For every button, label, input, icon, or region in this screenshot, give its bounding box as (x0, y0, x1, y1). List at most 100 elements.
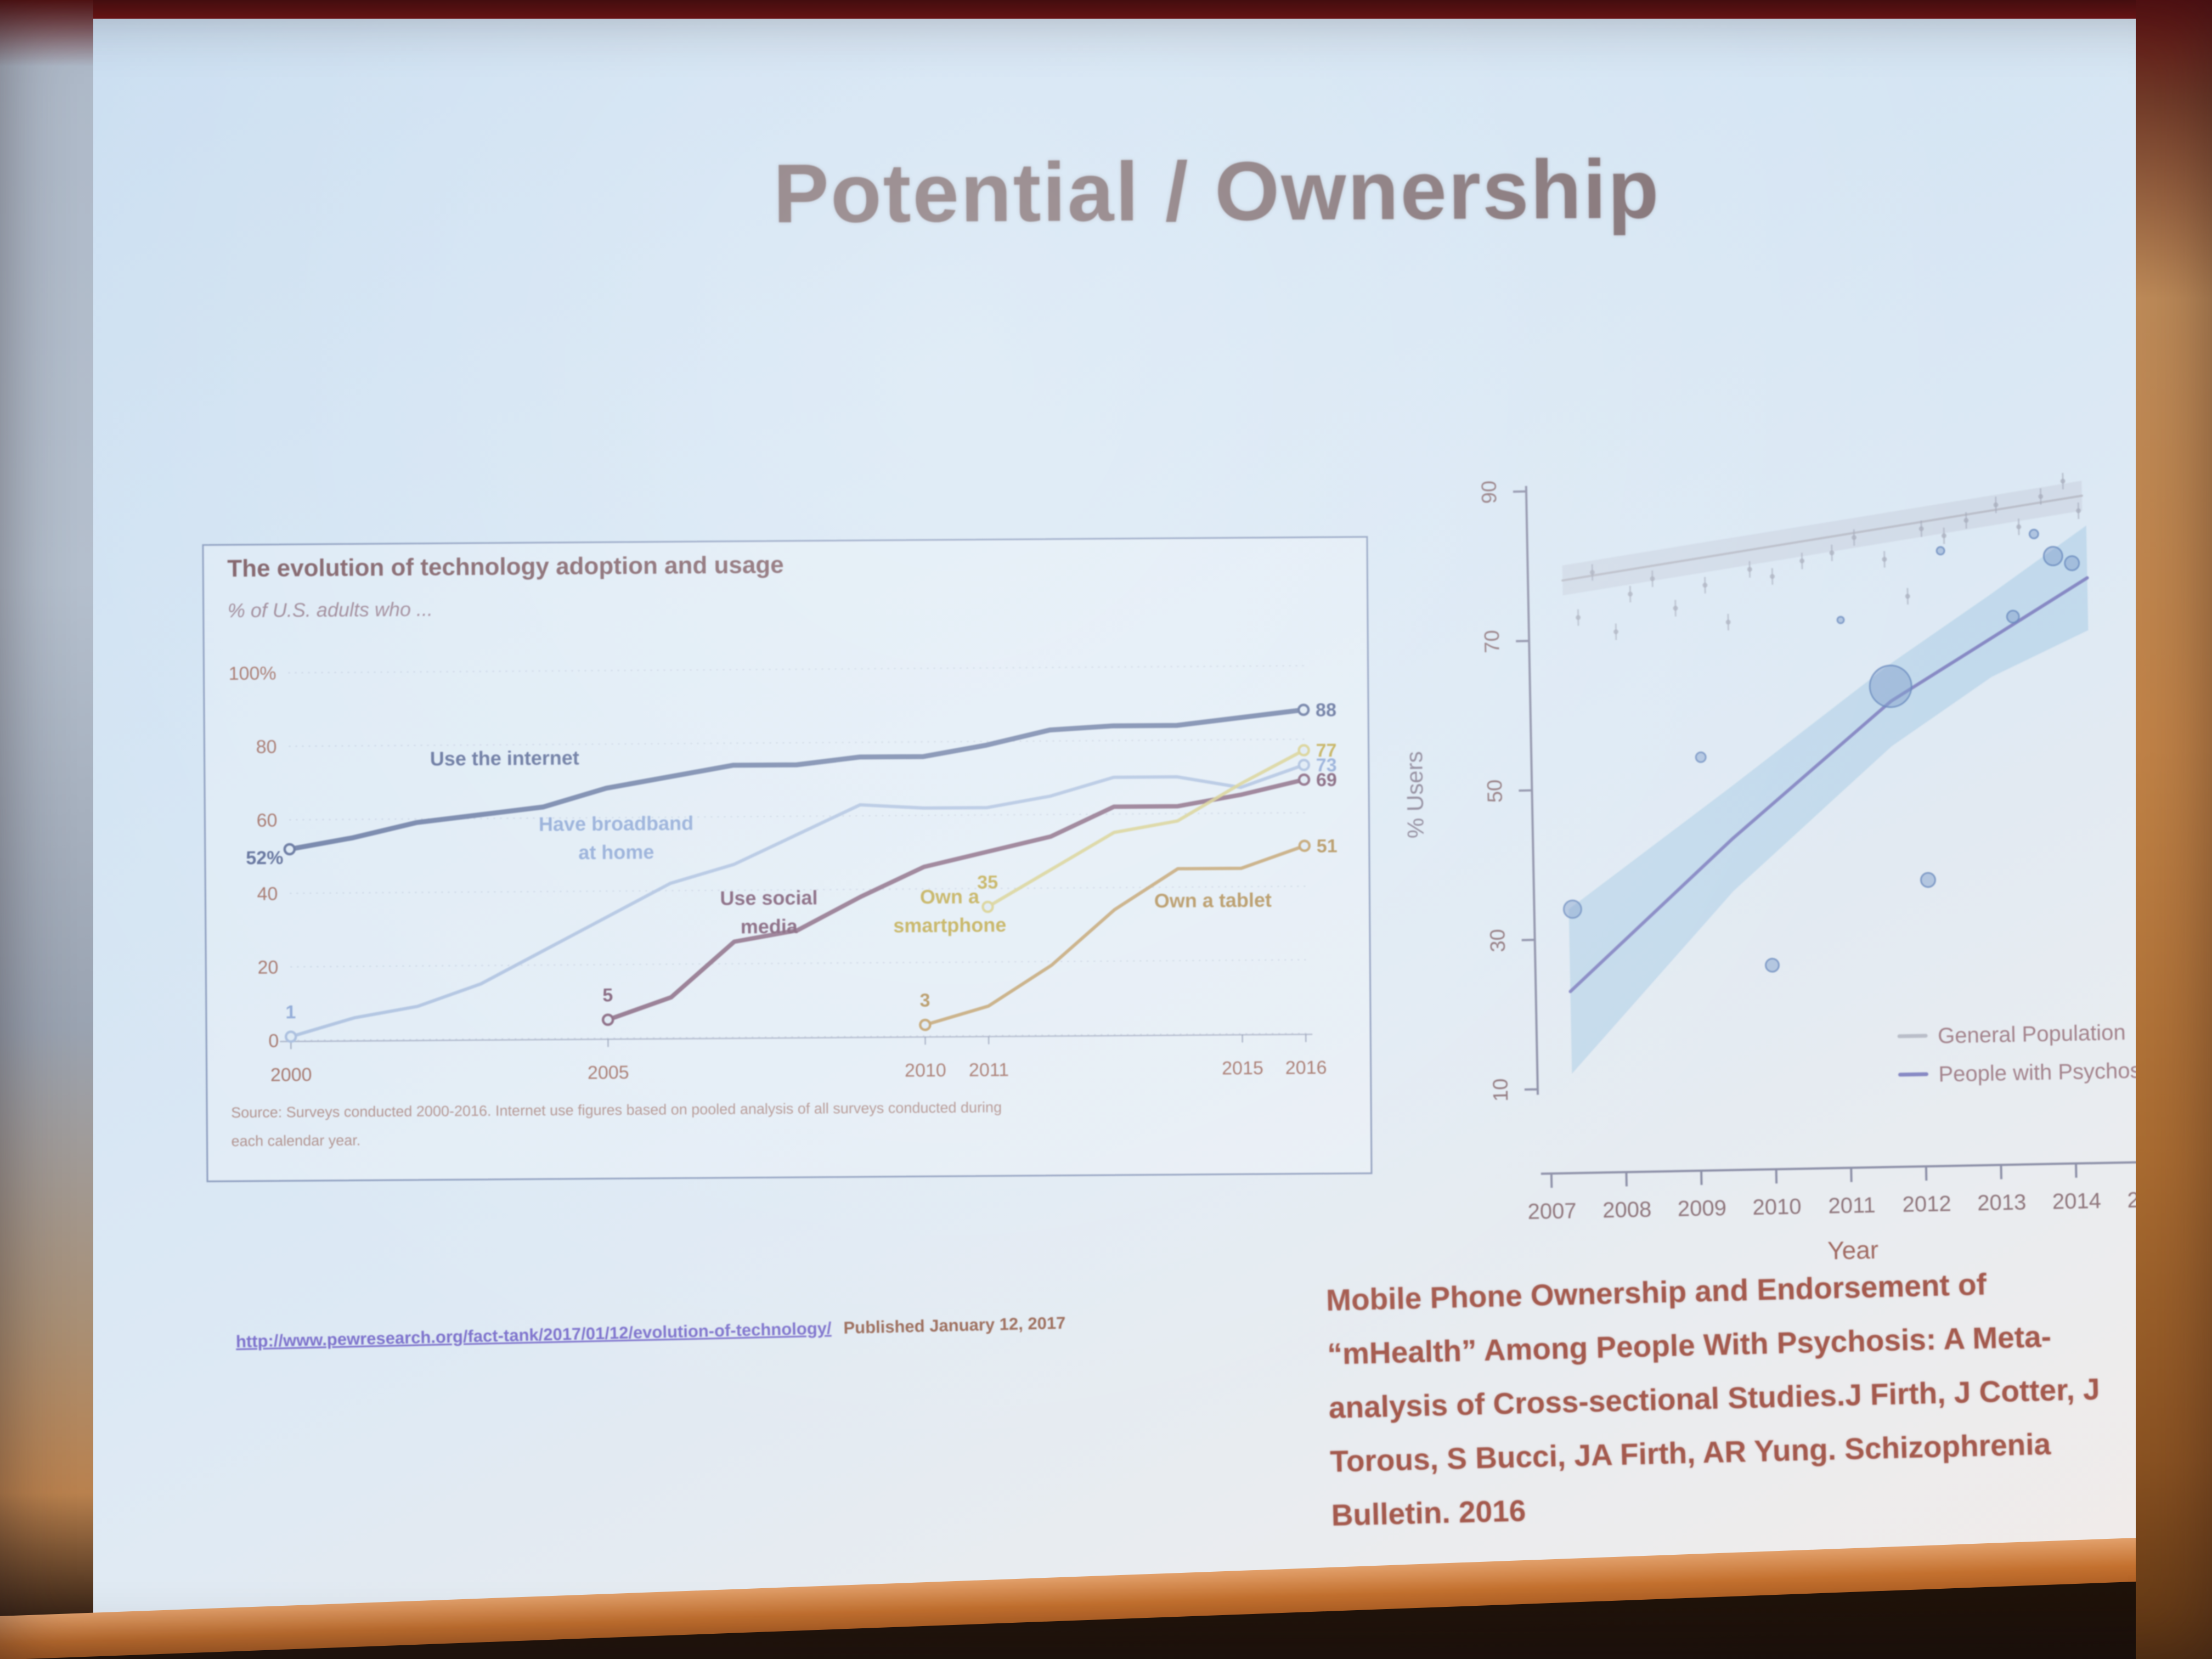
data-point-general (1829, 550, 1835, 556)
series-end-value: 51 (1317, 836, 1338, 856)
series-start-marker (601, 1013, 614, 1026)
y-axis-tick-label: 80 (256, 737, 277, 758)
data-point-general (1770, 574, 1775, 579)
x-axis-title: Year (1827, 1235, 1879, 1265)
x-axis-tick-label: 2014 (2052, 1189, 2101, 1214)
series-name-label: Own a tablet (1154, 889, 1272, 912)
data-point-general (2016, 524, 2022, 529)
slide-background: Potential / Ownership The evolution of t… (92, 16, 2183, 1659)
series-line (606, 777, 1306, 1022)
x-axis-tick-label: 2005 (588, 1062, 629, 1084)
x-axis-line (1541, 1160, 2183, 1175)
series-end-marker (1297, 744, 1310, 757)
data-point-general (1650, 576, 1655, 582)
series-start-value: 3 (919, 990, 930, 1011)
data-point-general (2038, 494, 2044, 499)
x-axis-tick-label: 2011 (1828, 1193, 1876, 1218)
x-axis-tick-label: 2015 (1222, 1058, 1263, 1079)
y-axis-title: % Users (1401, 751, 1429, 839)
data-point-general (1725, 619, 1731, 625)
data-point-psychosis (1562, 899, 1582, 919)
room-edge-right (2136, 0, 2212, 1659)
series-start-marker (284, 1030, 297, 1043)
x-axis-tick-label: 2016 (1285, 1057, 1327, 1079)
room-wall-top (0, 0, 2212, 19)
pew-technology-adoption-chart: The evolution of technology adoption and… (202, 536, 1373, 1182)
data-point-general (1852, 535, 1857, 540)
data-point-general (1963, 518, 1969, 523)
series-line (289, 763, 1306, 1039)
series-start-marker (919, 1018, 932, 1031)
data-point-general (1747, 567, 1752, 572)
data-point-general (1993, 502, 1999, 507)
series-end-value: 73 (1316, 755, 1337, 776)
series-start-marker (283, 843, 296, 856)
published-date-label: Published January 12, 2017 (843, 1313, 1066, 1338)
source-link-row: http://www.pewresearch.org/fact-tank/201… (236, 1313, 1066, 1352)
series-name-label: Own a (920, 885, 980, 908)
series-line (923, 844, 1306, 1027)
data-point-general (1628, 591, 1633, 597)
series-name-label: at home (578, 840, 654, 864)
y-axis-tick-label: 0 (268, 1030, 279, 1051)
citation-block: Mobile Phone Ownership and Endorsement o… (1325, 1251, 2212, 1542)
data-point-general (1941, 533, 1946, 539)
data-point-psychosis (2042, 546, 2063, 567)
data-point-general (1882, 557, 1887, 562)
data-point-psychosis (1764, 957, 1780, 973)
series-start-marker (981, 900, 994, 913)
series-start-value: 1 (285, 1002, 296, 1023)
data-point-psychosis (2006, 610, 2020, 624)
y-axis-tick-label: 10 (1489, 1078, 1513, 1102)
x-axis-line (280, 1034, 1313, 1042)
series-end-marker (1297, 759, 1311, 771)
series-end-value: 69 (1316, 770, 1337, 791)
data-point-general (1673, 606, 1678, 611)
confidence-band (1568, 525, 2089, 1074)
data-point-psychosis (1936, 546, 1945, 556)
slide-title: Potential / Ownership (773, 142, 1661, 241)
series-line (986, 748, 1306, 909)
data-point-general (2076, 508, 2081, 514)
data-point-general (1918, 526, 1924, 532)
data-point-general (1799, 558, 1805, 563)
y-axis-tick-label: 100% (228, 663, 276, 685)
source-url-link[interactable]: http://www.pewresearch.org/fact-tank/201… (235, 1318, 832, 1351)
legend-swatch (1898, 1072, 1928, 1077)
gridline (290, 885, 1306, 894)
trend-line (1568, 576, 2089, 994)
series-end-value: 88 (1316, 699, 1336, 720)
room-edge-left (0, 0, 93, 1659)
chart-title: The evolution of technology adoption and… (227, 551, 784, 582)
y-axis-tick-label: 30 (1486, 929, 1510, 952)
slide-content: Potential / Ownership The evolution of t… (92, 16, 2183, 1659)
series-name-label: media (741, 915, 798, 938)
mhealth-meta-analysis-chart: 90 70 50 30 10 % Users 2007 2008 2009 2010 2011 201… (1401, 472, 2183, 1265)
chart-source-note: each calendar year. (231, 1132, 360, 1149)
series-name-label: smartphone (893, 913, 1006, 936)
legend-label: General Population (1938, 1020, 2126, 1048)
data-point-general (1589, 569, 1595, 575)
y-axis-tick-label: 90 (1478, 481, 1502, 504)
series-start-value: 35 (977, 872, 998, 893)
data-point-general (1905, 594, 1910, 599)
x-axis-tick-label: 2008 (1602, 1198, 1652, 1223)
x-axis-tick-label: 2010 (905, 1060, 946, 1081)
series-start-value: 5 (602, 985, 613, 1006)
y-axis-tick-label: 40 (257, 884, 278, 905)
y-axis-tick-label: 20 (257, 957, 278, 978)
chart-frame (202, 536, 1373, 1182)
data-point-psychosis (1695, 751, 1707, 763)
x-axis-tick-label: 2013 (1977, 1190, 2027, 1216)
data-point-psychosis (2064, 555, 2080, 572)
series-end-marker (1298, 839, 1311, 852)
series-end-marker (1297, 773, 1311, 786)
chart-subtitle: % of U.S. adults who ... (228, 598, 433, 622)
gridline (289, 812, 1306, 821)
y-axis-tick-label: 70 (1481, 630, 1504, 653)
x-axis-tick-label: 2007 (1527, 1199, 1577, 1224)
data-point-general (1576, 615, 1581, 620)
gridline (291, 1032, 1307, 1041)
x-axis-tick-label: 2009 (1677, 1196, 1726, 1221)
data-point-psychosis (1920, 872, 1936, 888)
